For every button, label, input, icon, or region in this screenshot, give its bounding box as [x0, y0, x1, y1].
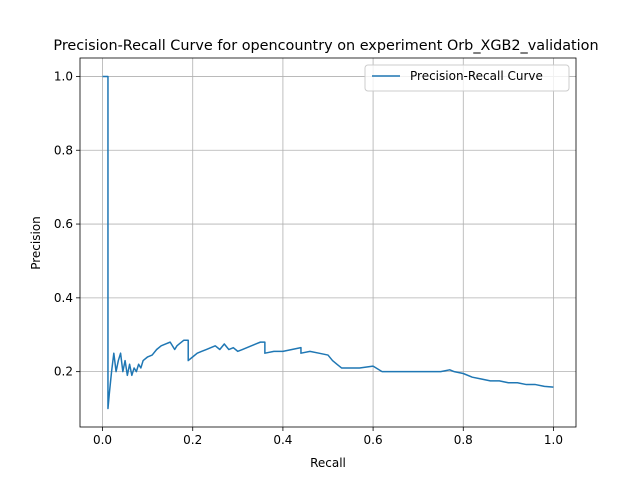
plot-frame — [79, 57, 577, 428]
y-axis-label: Precision — [29, 216, 43, 270]
y-axis-ticks: 0.2 0.4 0.6 0.8 1.0 — [54, 69, 80, 379]
y-tick-label: 0.6 — [54, 217, 73, 231]
legend: Precision-Recall Curve — [364, 64, 570, 92]
y-tick-label: 0.8 — [54, 143, 73, 157]
x-tick-label: 0.2 — [183, 433, 202, 447]
y-tick-label: 1.0 — [54, 69, 73, 83]
x-axis-label: Recall — [310, 456, 346, 470]
series-line-precision-recall — [102, 75, 554, 410]
x-tick-label: 1.0 — [544, 433, 563, 447]
y-tick-label: 0.2 — [54, 365, 73, 379]
x-tick-label: 0.0 — [93, 433, 112, 447]
x-axis-ticks: 0.0 0.2 0.4 0.6 0.8 1.0 — [93, 427, 563, 447]
chart-title: Precision-Recall Curve for opencountry o… — [53, 38, 598, 54]
x-tick-label: 0.8 — [454, 433, 473, 447]
x-tick-label: 0.6 — [364, 433, 383, 447]
y-tick-label: 0.4 — [54, 291, 73, 305]
legend-entry-label: Precision-Recall Curve — [410, 69, 543, 83]
legend-box — [364, 64, 570, 92]
x-tick-label: 0.4 — [273, 433, 292, 447]
